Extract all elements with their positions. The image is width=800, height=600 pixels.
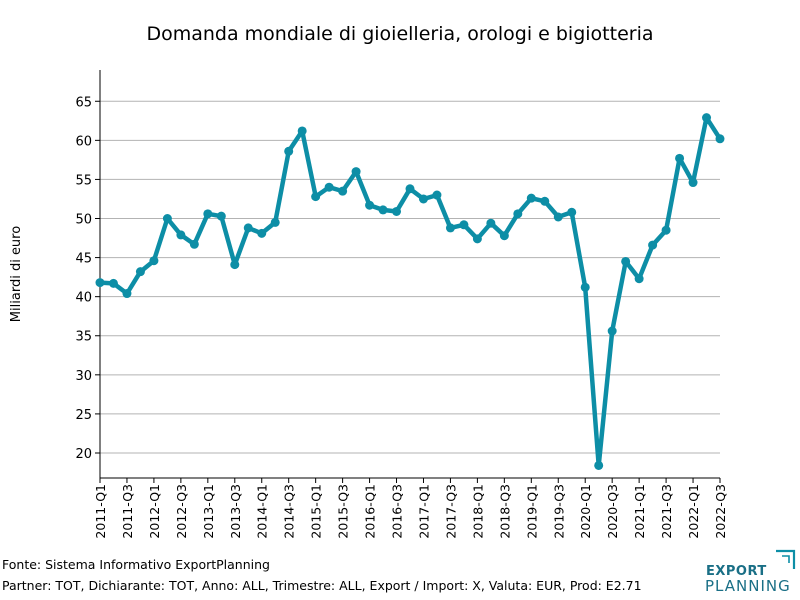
y-tick-label: 65 (75, 95, 92, 110)
data-point (513, 209, 523, 219)
data-point (311, 192, 321, 202)
x-tick-label: 2014-Q3 (282, 484, 297, 539)
x-tick-label: 2016-Q1 (363, 484, 378, 539)
data-point (405, 184, 415, 194)
x-tick-label: 2013-Q3 (228, 484, 243, 539)
x-tick-label: 2018-Q1 (470, 484, 485, 539)
data-point (162, 214, 172, 224)
y-tick-label: 50 (75, 213, 92, 228)
axes: 20 25 30 35 40 45 50 55 60 65 2011-Q1 2011-Q3 2012-Q… (75, 70, 728, 539)
x-tick-label: 2021-Q3 (659, 484, 674, 539)
chart-title: Domanda mondiale di gioielleria, orologi… (146, 23, 653, 45)
data-points (95, 113, 725, 470)
data-point (486, 218, 496, 228)
x-tick-label: 2019-Q3 (551, 484, 566, 539)
x-tick-label: 2017-Q1 (416, 484, 431, 539)
data-point (715, 134, 725, 144)
data-point (122, 289, 132, 299)
data-point (459, 220, 469, 230)
y-tick-label: 30 (75, 369, 92, 384)
x-tick-label: 2021-Q1 (632, 484, 647, 539)
data-point (189, 239, 199, 249)
data-point (634, 274, 644, 284)
data-point (580, 282, 590, 292)
logo-text-planning: PLANNING (705, 577, 791, 595)
exportplanning-logo: EXPORT PLANNING (704, 545, 796, 595)
x-tick-label: 2016-Q3 (390, 484, 405, 539)
data-point (621, 256, 631, 266)
filter-details: Partner: TOT, Dichiarante: TOT, Anno: AL… (2, 578, 642, 593)
series-line (97, 115, 723, 468)
data-point (338, 186, 348, 196)
data-point (392, 206, 402, 216)
source-note: Fonte: Sistema Informativo ExportPlannin… (2, 557, 270, 572)
data-series (97, 115, 723, 468)
data-point (553, 212, 563, 222)
data-point (540, 196, 550, 206)
x-tick-label: 2019-Q1 (524, 484, 539, 539)
data-point (661, 225, 671, 235)
data-point (526, 193, 536, 203)
data-point (176, 230, 186, 240)
y-tick-label: 20 (75, 447, 92, 462)
data-point (324, 182, 334, 192)
x-tick-label: 2011-Q1 (93, 484, 108, 539)
data-point (688, 178, 698, 188)
data-point (270, 217, 280, 227)
data-point (95, 278, 105, 288)
data-point (702, 113, 712, 123)
x-tick-label: 2018-Q3 (497, 484, 512, 539)
data-point (108, 278, 118, 288)
x-tick-label: 2022-Q3 (713, 484, 728, 539)
data-point (365, 200, 375, 210)
data-point (499, 231, 509, 241)
data-point (607, 326, 617, 336)
data-point (445, 223, 455, 233)
y-axis-label: Miliardi di euro (9, 226, 24, 322)
data-point (472, 234, 482, 244)
data-point (284, 146, 294, 156)
logo-text-export: EXPORT (706, 564, 767, 579)
y-tick-label: 45 (75, 252, 92, 267)
y-tick-label: 60 (75, 134, 92, 149)
data-point (432, 190, 442, 200)
data-point (216, 211, 226, 221)
data-point (203, 209, 213, 219)
data-point (149, 256, 159, 266)
data-point (567, 207, 577, 217)
x-tick-label: 2022-Q1 (686, 484, 701, 539)
logo-mark-icon (776, 549, 796, 569)
data-point (594, 460, 604, 470)
y-tick-label: 55 (75, 173, 92, 188)
data-point (648, 240, 658, 250)
data-point (351, 167, 361, 177)
data-point (257, 228, 267, 238)
data-point (135, 267, 145, 277)
y-tick-label: 40 (75, 291, 92, 306)
data-point (243, 223, 253, 233)
x-tick-label: 2014-Q1 (255, 484, 270, 539)
x-tick-label: 2013-Q1 (201, 484, 216, 539)
data-point (297, 126, 307, 136)
x-tick-label: 2012-Q1 (147, 484, 162, 539)
data-point (675, 153, 685, 163)
data-point (378, 205, 388, 215)
data-point (418, 194, 428, 204)
x-tick-label: 2015-Q3 (336, 484, 351, 539)
x-tick-label: 2011-Q3 (120, 484, 135, 539)
x-tick-label: 2012-Q3 (174, 484, 189, 539)
grid-lines (100, 100, 720, 454)
x-tick-label: 2017-Q3 (443, 484, 458, 539)
data-point (230, 260, 240, 270)
x-tick-label: 2020-Q1 (578, 484, 593, 539)
x-tick-label: 2015-Q1 (309, 484, 324, 539)
y-tick-label: 25 (75, 408, 92, 423)
y-tick-label: 35 (75, 330, 92, 345)
x-tick-label: 2020-Q3 (605, 484, 620, 539)
